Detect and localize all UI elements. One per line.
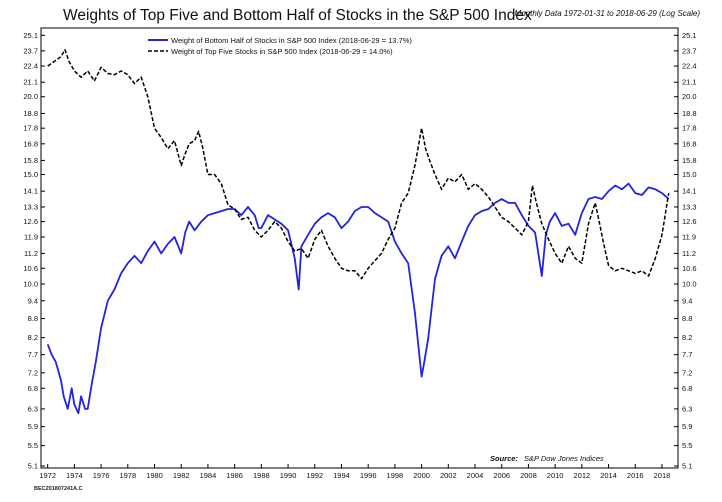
y-tick-label-right: 9.4 (682, 296, 692, 305)
y-tick-label: 15.8 (23, 156, 38, 165)
y-tick-label-right: 16.8 (682, 139, 697, 148)
y-tick-label-right: 17.8 (682, 124, 697, 133)
y-tick-label-right: 6.8 (682, 384, 692, 393)
y-tick-label: 23.7 (23, 46, 38, 55)
y-tick-label-right: 23.7 (682, 46, 697, 55)
x-tick-label: 1972 (39, 471, 56, 480)
y-tick-label-right: 15.8 (682, 156, 697, 165)
y-tick-label: 18.8 (23, 109, 38, 118)
x-axis: 1972 1974 1976 1978 1980 1982 1984 1986 1988 1990… (39, 464, 670, 480)
source-label: Source: (490, 454, 518, 463)
x-tick-label: 1978 (119, 471, 136, 480)
x-tick-label: 1986 (226, 471, 243, 480)
y-tick-label-right: 7.2 (682, 368, 692, 377)
y-tick-label: 10.6 (23, 264, 38, 273)
x-tick-label: 1994 (333, 471, 350, 480)
y-tick-label: 11.2 (24, 249, 38, 258)
y-tick-label-right: 8.8 (682, 314, 692, 323)
y-tick-label-right: 25.1 (682, 31, 697, 40)
y-tick-label-right: 20.0 (682, 92, 697, 101)
x-tick-label: 2000 (413, 471, 430, 480)
y-tick-label: 8.8 (28, 314, 38, 323)
y-tick-label: 13.3 (23, 202, 38, 211)
y-tick-label-right: 14.1 (682, 187, 697, 196)
x-tick-label: 2008 (520, 471, 537, 480)
chart-subtitle: Monthly Data 1972-01-31 to 2018-06-29 (L… (515, 9, 701, 18)
y-tick-label-right: 11.2 (682, 249, 696, 258)
footer-code: BEC201807241A.C (34, 486, 83, 492)
x-tick-label: 2004 (467, 471, 484, 480)
x-tick-label: 1982 (173, 471, 190, 480)
y-tick-label-right: 22.4 (682, 62, 697, 71)
y-tick-label: 22.4 (23, 62, 38, 71)
x-tick-label: 2012 (574, 471, 591, 480)
series-line-bottom-half (46, 182, 670, 415)
y-tick-label-right: 15.0 (682, 170, 697, 179)
y-tick-label-right: 10.6 (682, 264, 697, 273)
y-tick-label: 8.2 (28, 333, 38, 342)
x-tick-label: 2010 (547, 471, 564, 480)
y-tick-label: 11.9 (24, 233, 38, 242)
y-tick-label: 6.8 (28, 384, 38, 393)
y-tick-label-right: 6.3 (682, 404, 692, 413)
y-tick-label: 7.2 (28, 368, 38, 377)
x-tick-label: 2006 (493, 471, 510, 480)
legend: Weight of Bottom Half of Stocks in S&P 5… (148, 36, 412, 56)
left-y-axis: 5.1 5.5 5.9 6.3 6.8 7.2 7.7 8.2 8.8 9.4 10.0 10.6 11… (23, 31, 45, 471)
y-tick-label-right: 7.7 (682, 350, 692, 359)
y-tick-label: 5.5 (28, 441, 38, 450)
x-tick-label: 1988 (253, 471, 270, 480)
y-tick-label: 12.6 (23, 217, 38, 226)
y-tick-label-right: 11.9 (682, 233, 696, 242)
y-tick-label-right: 10.0 (682, 280, 697, 289)
y-tick-label: 21.1 (23, 78, 38, 87)
x-tick-label: 2014 (600, 471, 617, 480)
x-tick-label: 1998 (387, 471, 404, 480)
x-tick-label: 1990 (280, 471, 297, 480)
x-tick-label: 1980 (146, 471, 163, 480)
x-tick-label: 1996 (360, 471, 377, 480)
source-text: S&P Dow Jones Indices (524, 454, 604, 463)
y-tick-label-right: 12.6 (682, 217, 697, 226)
y-tick-label-right: 18.8 (682, 109, 697, 118)
right-y-axis: 5.1 5.5 5.9 6.3 6.8 7.2 7.7 8.2 8.8 9.4 10.0 10.6 11… (674, 31, 697, 471)
x-tick-label: 1984 (200, 471, 217, 480)
y-tick-label: 7.7 (28, 350, 38, 359)
y-tick-label: 25.1 (23, 31, 38, 40)
plot-area (40, 27, 679, 469)
y-tick-label-right: 21.1 (682, 78, 697, 87)
y-tick-label-right: 5.9 (682, 422, 692, 431)
y-tick-label-right: 13.3 (682, 202, 697, 211)
y-tick-label: 15.0 (23, 170, 38, 179)
y-tick-label: 5.9 (28, 422, 38, 431)
y-tick-label: 10.0 (23, 280, 38, 289)
x-tick-label: 2002 (440, 471, 457, 480)
x-tick-label: 2018 (654, 471, 671, 480)
series-layer (46, 48, 670, 415)
legend-label-bottom-half: Weight of Bottom Half of Stocks in S&P 5… (171, 36, 412, 45)
y-tick-label-right: 5.1 (682, 462, 692, 471)
legend-label-top-five: Weight of Top Five Stocks in S&P 500 Ind… (171, 47, 393, 56)
y-tick-label-right: 5.5 (682, 441, 692, 450)
y-tick-label: 5.1 (28, 462, 38, 471)
x-tick-label: 1992 (306, 471, 323, 480)
x-tick-label: 1976 (93, 471, 110, 480)
x-tick-label: 1974 (66, 471, 83, 480)
y-tick-label: 6.3 (28, 404, 38, 413)
y-tick-label: 16.8 (23, 139, 38, 148)
x-tick-label: 2016 (627, 471, 644, 480)
y-tick-label-right: 8.2 (682, 333, 692, 342)
series-line-top-five (47, 48, 670, 280)
y-tick-label: 14.1 (23, 187, 38, 196)
chart-title: Weights of Top Five and Bottom Half of S… (63, 7, 532, 24)
y-tick-label: 20.0 (23, 92, 38, 101)
y-tick-label: 17.8 (23, 124, 38, 133)
y-tick-label: 9.4 (28, 296, 38, 305)
